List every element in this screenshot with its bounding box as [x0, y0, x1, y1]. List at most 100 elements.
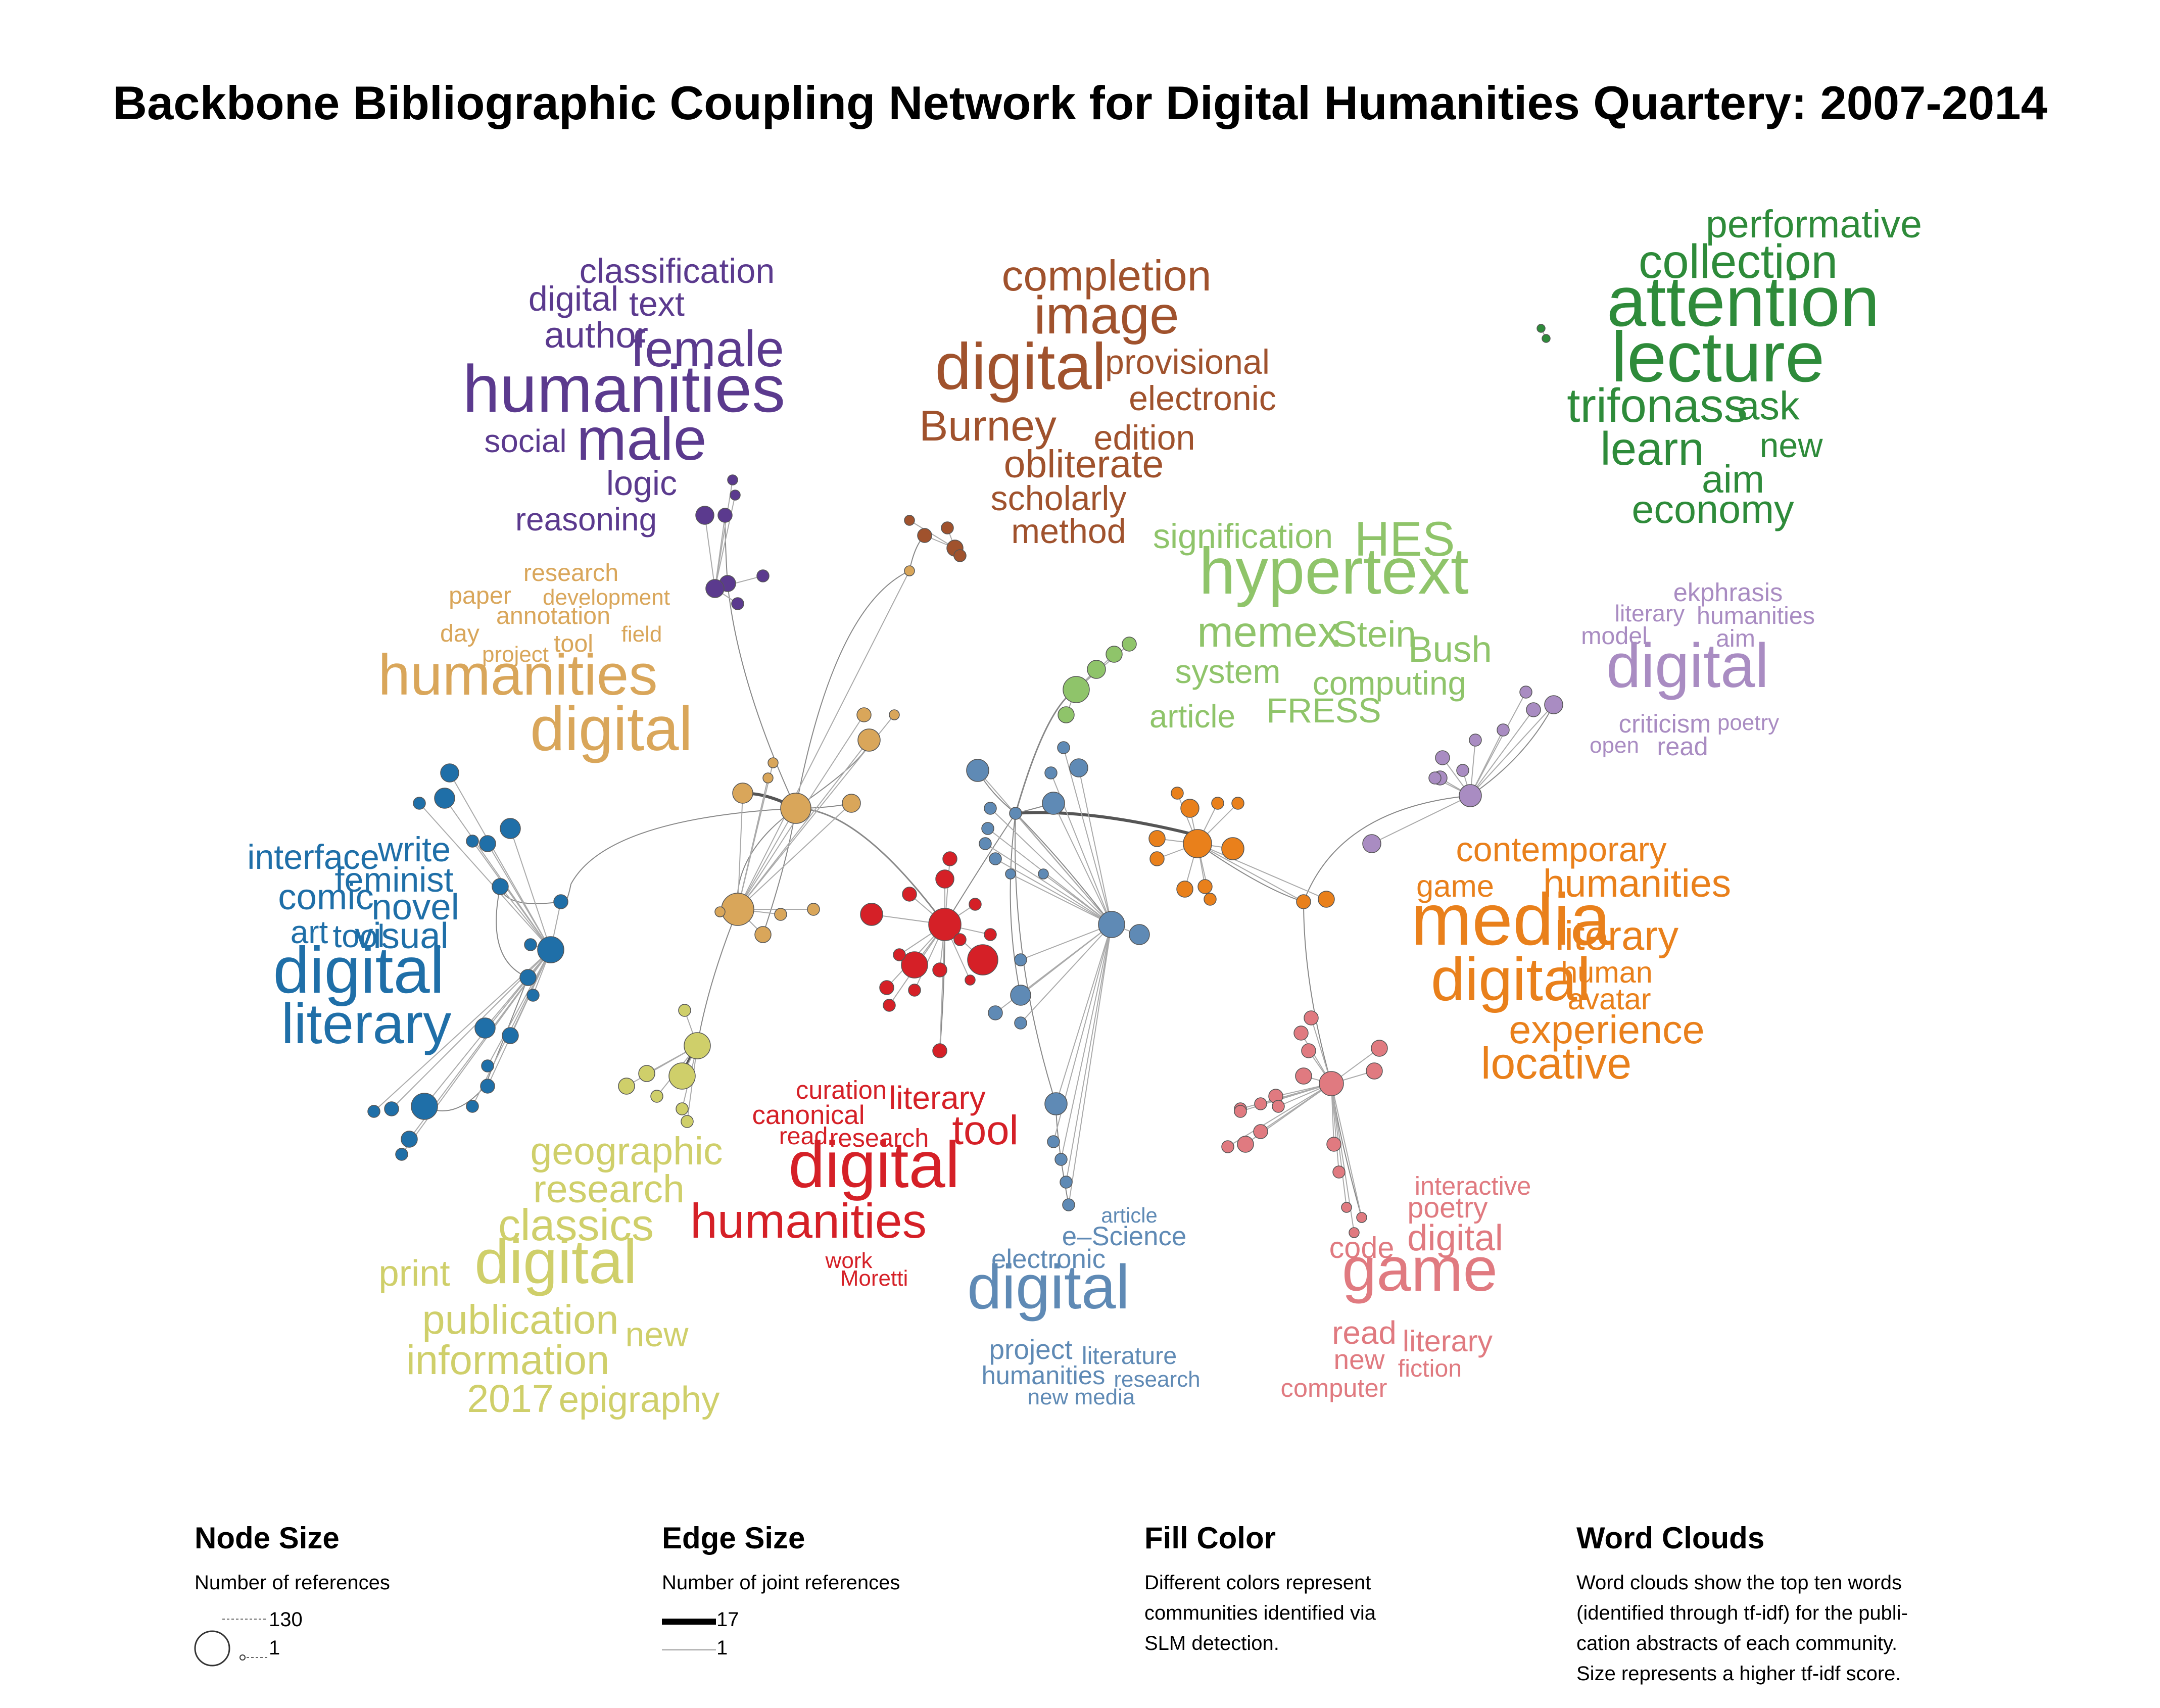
cloud-word-yellow: print — [378, 1253, 450, 1294]
network-node-red — [969, 898, 982, 911]
cloud-word-tan: humanities — [378, 643, 657, 707]
cloud-word-lavender: read — [1657, 732, 1708, 761]
network-edge — [1015, 811, 1190, 835]
network-node-lavender — [1469, 734, 1482, 747]
cloud-word-purple: social — [484, 423, 566, 459]
network-node-orange — [1176, 881, 1193, 898]
network-node-orange — [1149, 851, 1165, 866]
network-node-brown — [917, 528, 932, 543]
cloud-word-brown: obliterate — [1004, 443, 1164, 486]
cloud-word-brown: method — [1011, 512, 1126, 551]
network-node-tan — [889, 709, 900, 720]
network-node-purple — [695, 506, 714, 525]
network-node-lavender — [1459, 784, 1482, 807]
network-node-pink — [1326, 1137, 1341, 1152]
cloud-word-lightgreen: computing — [1313, 664, 1467, 702]
network-node-red — [965, 974, 976, 986]
network-node-lavender — [1544, 695, 1563, 714]
network-node-pink — [1341, 1202, 1352, 1213]
network-edge — [1470, 704, 1554, 796]
cloud-word-lightblue: literature — [1082, 1342, 1177, 1370]
network-node-pink — [1319, 1071, 1344, 1096]
cloud-word-green: trifonass — [1567, 379, 1748, 432]
network-node-orange — [1197, 879, 1213, 894]
cloud-word-tan: day — [440, 620, 480, 647]
network-node-lightblue — [1042, 792, 1065, 815]
network-spoke — [1055, 924, 1112, 1104]
cloud-word-red: literary — [889, 1080, 986, 1116]
cloud-word-lightblue: project — [989, 1334, 1072, 1365]
network-node-orange — [1204, 893, 1217, 906]
network-node-orange — [1183, 829, 1212, 858]
network-node-pink — [1366, 1062, 1383, 1080]
cloud-word-blue: art — [291, 914, 328, 950]
cloud-word-red: research — [830, 1124, 929, 1152]
network-node-pink — [1332, 1165, 1346, 1179]
cloud-word-orange: game — [1416, 869, 1494, 904]
network-node-orange — [1231, 797, 1244, 810]
legend-word-clouds-line-2: (identified through tf-idf) for the publ… — [1576, 1602, 1908, 1624]
network-node-lightblue — [1060, 1176, 1073, 1189]
cloud-word-lavender: ekphrasis — [1673, 578, 1783, 607]
network-node-pink — [1295, 1067, 1312, 1085]
cloud-word-pink: new — [1334, 1344, 1385, 1375]
cloud-word-red: curation — [796, 1076, 887, 1104]
network-node-red — [942, 851, 957, 866]
network-node-lightblue — [1014, 953, 1027, 966]
network-spoke — [1020, 924, 1112, 960]
network-node-brown — [904, 515, 915, 526]
cloud-word-green: lecture — [1611, 317, 1825, 397]
network-edge — [727, 583, 796, 809]
cloud-word-lightgreen: Bush — [1408, 629, 1492, 670]
network-node-yellow — [618, 1078, 635, 1095]
network-node-yellow — [678, 1004, 691, 1017]
network-node-blue — [466, 835, 479, 848]
network-node-lavender — [1497, 723, 1510, 737]
network-node-blue — [537, 936, 564, 963]
cloud-word-brown: provisional — [1105, 343, 1270, 381]
cloud-word-lightgreen: system — [1175, 653, 1280, 690]
network-node-blue — [479, 835, 496, 852]
network-node-blue — [474, 1017, 496, 1039]
network-node-blue — [434, 788, 455, 809]
cloud-word-lightgreen: FRESS — [1266, 692, 1381, 730]
network-node-lightblue — [1129, 924, 1150, 945]
network-node-pink — [1272, 1100, 1285, 1113]
network-node-lightblue — [1044, 766, 1058, 779]
cloud-word-yellow: classics — [498, 1200, 654, 1250]
network-node-lavender — [1456, 764, 1469, 777]
network-node-purple — [731, 597, 744, 610]
network-node-red — [908, 984, 921, 997]
cloud-word-pink: read — [1332, 1314, 1397, 1351]
network-node-lightblue — [1047, 1135, 1060, 1148]
legend-node-size-caption: Number of references — [195, 1572, 390, 1594]
network-node-red — [953, 933, 967, 946]
cloud-word-blue: digital — [273, 933, 444, 1007]
network-node-pink — [1237, 1136, 1254, 1153]
network-node-blue — [384, 1101, 399, 1116]
network-node-orange — [1318, 891, 1335, 908]
cloud-word-blue: literary — [281, 992, 452, 1055]
network-node-purple — [730, 490, 741, 501]
legend-node-size-heading: Node Size — [195, 1521, 340, 1555]
network-node-orange — [1148, 830, 1166, 847]
network-spoke — [737, 793, 743, 910]
network-node-tan — [754, 926, 772, 943]
network-node-tan — [780, 793, 811, 824]
cloud-word-orange: humanities — [1543, 862, 1731, 905]
cloud-word-blue: feminist — [335, 861, 454, 899]
network-edge — [496, 886, 529, 978]
cloud-word-tan: project — [482, 642, 549, 667]
network-node-blue — [395, 1148, 408, 1161]
cloud-word-pink: digital — [1407, 1217, 1503, 1258]
network-node-pink — [1254, 1097, 1267, 1110]
network-node-lavender — [1362, 834, 1381, 853]
network-spoke — [704, 515, 715, 589]
legend-word-clouds-line-3: cation abstracts of each community. — [1576, 1632, 1898, 1654]
network-node-orange — [1296, 894, 1311, 909]
network-node-lightblue — [1069, 758, 1088, 777]
network-node-red — [932, 962, 947, 978]
cloud-word-orange: contemporary — [1456, 831, 1667, 869]
network-spoke — [1066, 924, 1112, 1183]
network-node-lavender — [1435, 750, 1450, 765]
